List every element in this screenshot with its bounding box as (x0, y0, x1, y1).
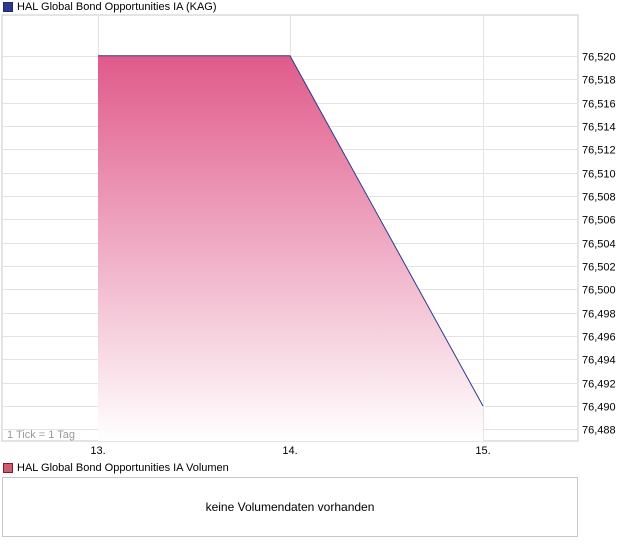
y-tick-label: 76,492 (582, 379, 616, 391)
y-tick-label: 76,500 (582, 285, 616, 297)
volume-legend: HAL Global Bond Opportunities IA Volumen (3, 461, 229, 475)
price-chart: 76,520 76,518 76,516 76,514 76,512 76,510 76,5… (1, 14, 616, 457)
volume-panel: keine Volumendaten vorhanden (2, 477, 578, 537)
y-tick-label: 76,488 (582, 425, 616, 437)
series-area (98, 55, 484, 442)
y-tick-label: 76,510 (582, 169, 616, 181)
y-tick-label: 76,496 (582, 332, 616, 344)
y-tick-label: 76,514 (582, 122, 616, 134)
y-tick-label: 76,498 (582, 309, 616, 321)
tick-note: 1 Tick = 1 Tag (7, 429, 75, 441)
x-axis: 13. 14. 15. (90, 445, 490, 457)
y-tick-label: 76,516 (582, 99, 616, 111)
volume-legend-swatch (3, 463, 13, 473)
y-tick-label: 76,520 (582, 52, 616, 64)
y-tick-label: 76,494 (582, 355, 616, 367)
x-tick-label: 13. (90, 445, 105, 457)
y-tick-label: 76,502 (582, 262, 616, 274)
y-tick-label: 76,504 (582, 239, 616, 251)
y-tick-label: 76,518 (582, 75, 616, 87)
y-axis: 76,520 76,518 76,516 76,514 76,512 76,510 76,5… (582, 52, 616, 437)
series-area-fill (98, 55, 483, 442)
y-tick-label: 76,512 (582, 145, 616, 157)
y-tick-label: 76,506 (582, 215, 616, 227)
y-tick-label: 76,490 (582, 402, 616, 414)
x-tick-label: 14. (282, 445, 297, 457)
series-line (98, 55, 484, 407)
volume-empty-message: keine Volumendaten vorhanden (205, 500, 375, 514)
price-legend-label: HAL Global Bond Opportunities IA (KAG) (17, 1, 217, 13)
y-tick-label: 76,508 (582, 192, 616, 204)
x-tick-label: 15. (475, 445, 490, 457)
volume-legend-label: HAL Global Bond Opportunities IA Volumen (17, 462, 229, 474)
price-legend-swatch (3, 2, 13, 12)
price-legend: HAL Global Bond Opportunities IA (KAG) (3, 0, 217, 14)
